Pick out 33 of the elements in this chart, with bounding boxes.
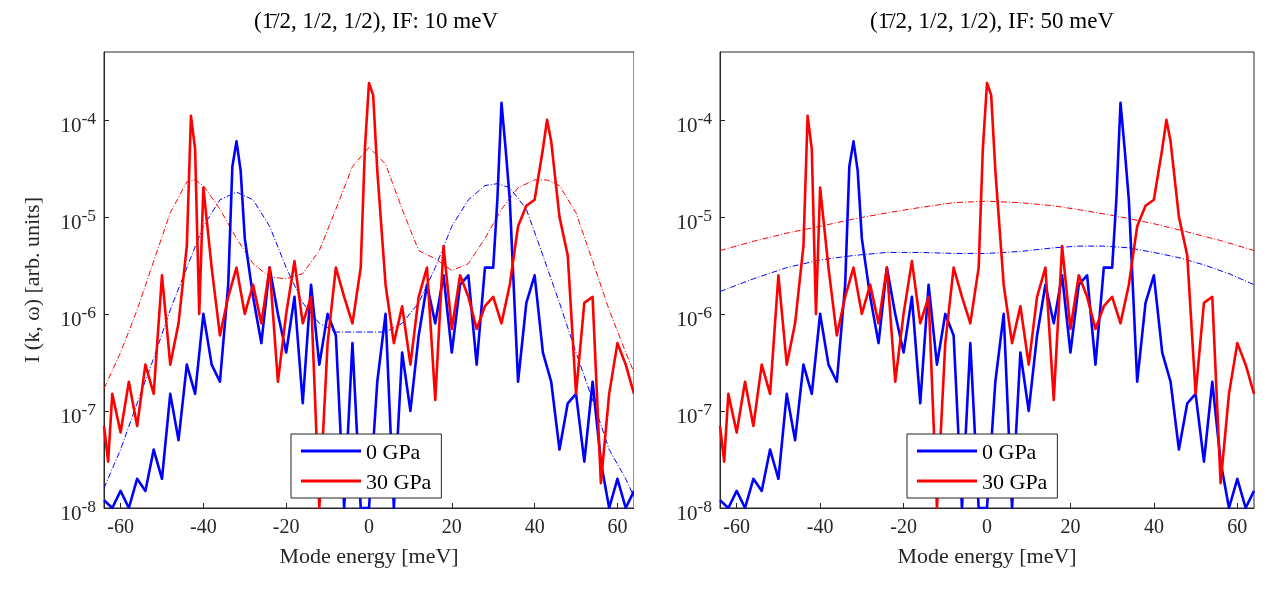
y-tick-label: 10$^{-6}$ bbox=[60, 301, 96, 331]
y-axis-title: I (k, ω) [arb. units] bbox=[18, 197, 44, 363]
chart-title: (1̄/2, 1/2, 1/2), IF: 50 meV bbox=[869, 8, 1115, 33]
x-tick-label: 20 bbox=[441, 515, 462, 537]
x-tick-label: -40 bbox=[806, 515, 834, 537]
x-axis-title: Mode energy [meV] bbox=[897, 542, 1077, 568]
x-tick-label: -20 bbox=[890, 515, 917, 537]
x-tick-label: 20 bbox=[1060, 515, 1081, 537]
y-tick-label: 10$^{-7}$ bbox=[675, 397, 712, 428]
y-tick-label: 10$^{-7}$ bbox=[59, 397, 96, 428]
x-axis-title: Mode energy [meV] bbox=[279, 542, 459, 568]
x-tick-label: 40 bbox=[1143, 515, 1164, 537]
y-tick-label: 10$^{-5}$ bbox=[675, 203, 712, 234]
x-tick-label: -20 bbox=[272, 515, 300, 537]
y-tick-label: 10$^{-6}$ bbox=[675, 300, 712, 331]
legend-label: 30 GPa bbox=[366, 468, 432, 494]
x-tick-label: -60 bbox=[723, 515, 751, 537]
y-tick-label: 10$^{-4}$ bbox=[59, 106, 96, 137]
y-tick-label: 10$^{-8}$ bbox=[59, 495, 96, 525]
legend-label: 0 GPa bbox=[366, 438, 421, 464]
y-tick-label: 10$^{-8}$ bbox=[675, 495, 712, 525]
legend-label: 30 GPa bbox=[982, 468, 1048, 494]
x-tick-label: -60 bbox=[107, 515, 134, 537]
x-tick-label: 60 bbox=[607, 515, 628, 537]
x-tick-label: 0 bbox=[982, 515, 992, 537]
x-tick-label: 0 bbox=[364, 515, 374, 537]
chart-title: (1̄/2, 1/2, 1/2), IF: 10 meV bbox=[253, 8, 499, 33]
y-tick-label: 10$^{-4}$ bbox=[675, 106, 712, 137]
y-tick-label: 10$^{-5}$ bbox=[60, 204, 96, 234]
x-tick-label: -40 bbox=[190, 515, 217, 537]
x-tick-label: 60 bbox=[1227, 515, 1248, 537]
x-tick-label: 40 bbox=[524, 515, 545, 537]
legend-label: 0 GPa bbox=[982, 438, 1037, 464]
